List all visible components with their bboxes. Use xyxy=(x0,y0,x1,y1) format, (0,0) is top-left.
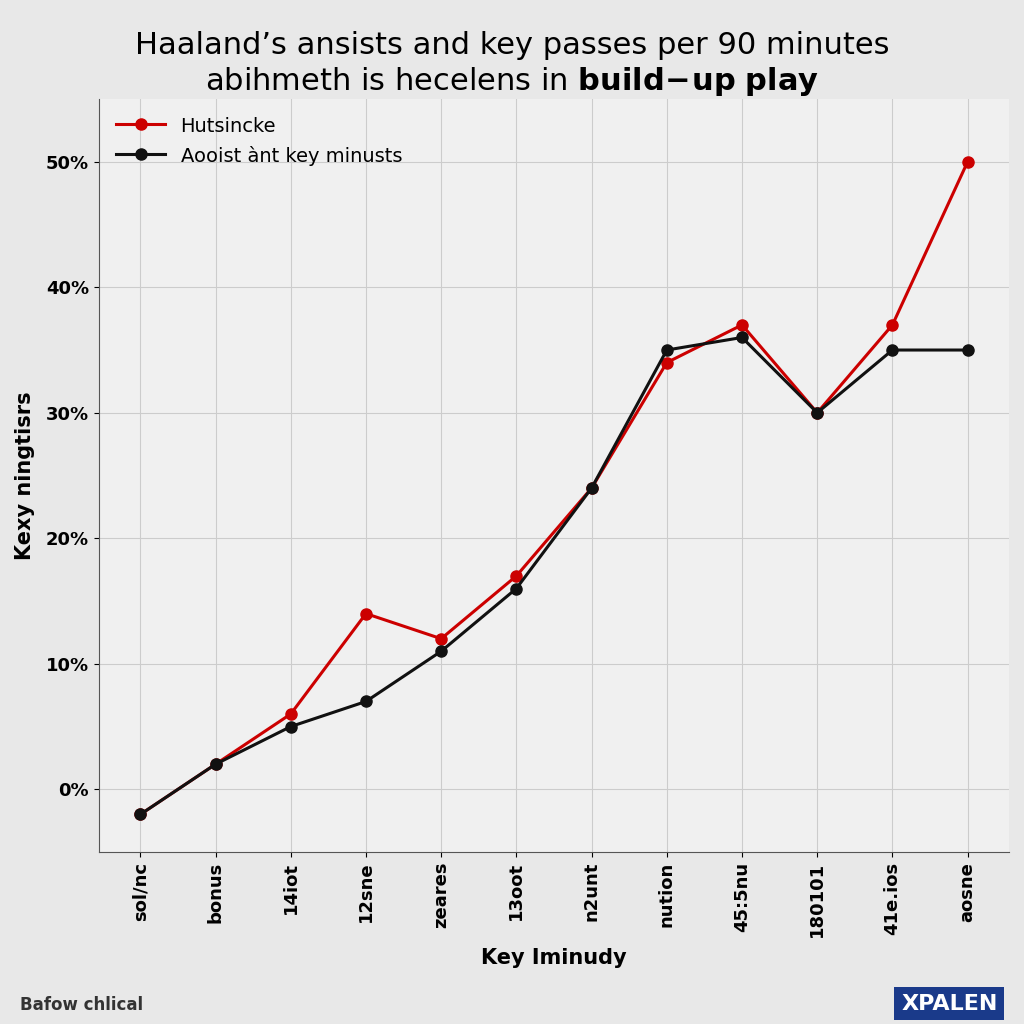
Y-axis label: Kexy ningtisrs: Kexy ningtisrs xyxy=(15,391,35,560)
Hutsincke xyxy=(586,482,598,495)
Hutsincke xyxy=(134,808,146,820)
Line: Hutsincke: Hutsincke xyxy=(135,157,973,820)
Hutsincke xyxy=(285,708,297,720)
Legend: Hutsincke, Aooist ànt key minusts: Hutsincke, Aooist ànt key minusts xyxy=(109,109,410,173)
Aooist ànt key minusts xyxy=(887,344,899,356)
Aooist ànt key minusts xyxy=(962,344,974,356)
Hutsincke xyxy=(435,633,447,645)
Text: XPALEN: XPALEN xyxy=(901,993,997,1014)
X-axis label: Key Iminudy: Key Iminudy xyxy=(481,948,627,968)
Aooist ànt key minusts xyxy=(435,645,447,657)
Aooist ànt key minusts xyxy=(510,583,522,595)
Hutsincke xyxy=(811,407,823,419)
Hutsincke xyxy=(510,569,522,582)
Hutsincke xyxy=(209,758,221,770)
Aooist ànt key minusts xyxy=(285,721,297,733)
Line: Aooist ànt key minusts: Aooist ànt key minusts xyxy=(135,332,973,820)
Aooist ànt key minusts xyxy=(811,407,823,419)
Text: Haaland’s ansists and key passes per 90 minutes
abihmeth is hecelens in $\mathbf: Haaland’s ansists and key passes per 90 … xyxy=(135,31,889,97)
Hutsincke xyxy=(660,356,673,369)
Text: Bafow chlical: Bafow chlical xyxy=(20,995,143,1014)
Aooist ànt key minusts xyxy=(736,332,749,344)
Hutsincke xyxy=(359,607,372,620)
Text: XPALEN: XPALEN xyxy=(901,993,997,1014)
Aooist ànt key minusts xyxy=(209,758,221,770)
Hutsincke xyxy=(736,318,749,331)
Hutsincke xyxy=(962,156,974,168)
Aooist ànt key minusts xyxy=(134,808,146,820)
Aooist ànt key minusts xyxy=(660,344,673,356)
Hutsincke xyxy=(887,318,899,331)
Aooist ànt key minusts xyxy=(359,695,372,708)
Aooist ànt key minusts xyxy=(586,482,598,495)
